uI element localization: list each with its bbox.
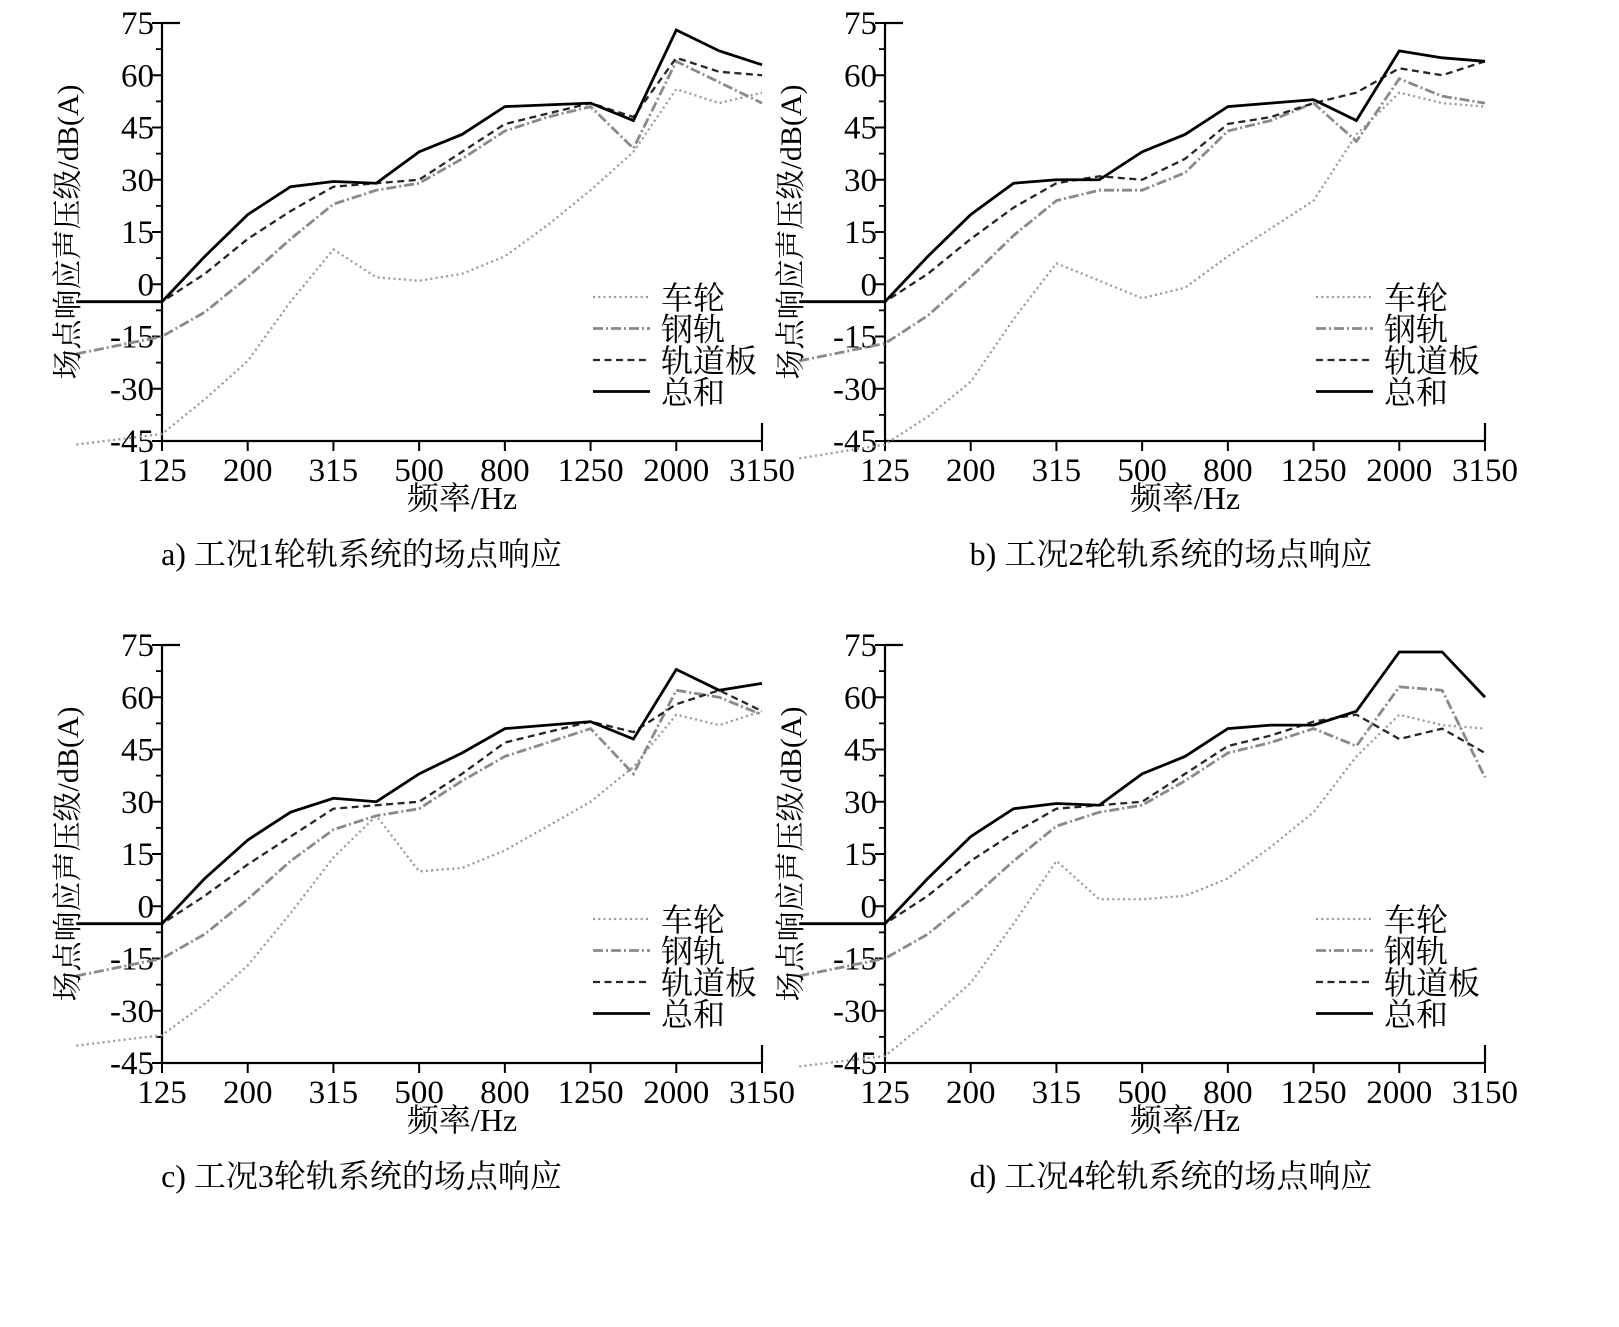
svg-text:125: 125 <box>860 1075 910 1111</box>
svg-text:-15: -15 <box>833 942 877 978</box>
svg-text:15: 15 <box>844 837 877 873</box>
svg-text:30: 30 <box>121 785 154 821</box>
svg-text:1250: 1250 <box>558 453 624 489</box>
svg-text:2000: 2000 <box>1366 453 1432 489</box>
svg-text:1250: 1250 <box>558 1075 624 1111</box>
svg-text:15: 15 <box>844 215 877 251</box>
svg-text:总和: 总和 <box>1384 997 1448 1033</box>
svg-text:-30: -30 <box>110 994 154 1030</box>
svg-text:频率/Hz: 频率/Hz <box>1130 480 1240 516</box>
svg-text:3150: 3150 <box>1452 1075 1518 1111</box>
svg-text:125: 125 <box>860 453 910 489</box>
svg-text:60: 60 <box>844 58 877 94</box>
svg-text:45: 45 <box>121 733 154 769</box>
svg-text:75: 75 <box>121 628 154 664</box>
svg-text:200: 200 <box>223 453 273 489</box>
svg-text:15: 15 <box>121 215 154 251</box>
svg-text:200: 200 <box>223 1075 273 1111</box>
svg-text:60: 60 <box>844 680 877 716</box>
svg-text:3150: 3150 <box>1452 453 1518 489</box>
svg-text:200: 200 <box>946 1075 996 1111</box>
svg-text:1250: 1250 <box>1281 1075 1347 1111</box>
svg-text:45: 45 <box>844 733 877 769</box>
svg-text:125: 125 <box>137 453 187 489</box>
svg-text:75: 75 <box>121 6 154 42</box>
svg-text:1250: 1250 <box>1281 453 1347 489</box>
svg-text:-30: -30 <box>833 994 877 1030</box>
svg-text:总和: 总和 <box>661 997 725 1033</box>
svg-text:30: 30 <box>844 163 877 199</box>
svg-text:-30: -30 <box>833 372 877 408</box>
svg-text:-15: -15 <box>110 942 154 978</box>
svg-text:315: 315 <box>309 453 359 489</box>
svg-text:60: 60 <box>121 58 154 94</box>
svg-text:30: 30 <box>121 163 154 199</box>
svg-text:45: 45 <box>844 111 877 147</box>
svg-text:315: 315 <box>309 1075 359 1111</box>
svg-text:315: 315 <box>1032 1075 1082 1111</box>
svg-text:场点响应声压级/dB(A): 场点响应声压级/dB(A) <box>775 85 808 380</box>
svg-text:45: 45 <box>121 111 154 147</box>
svg-text:-30: -30 <box>110 372 154 408</box>
svg-text:315: 315 <box>1032 453 1082 489</box>
svg-text:2000: 2000 <box>643 453 709 489</box>
svg-text:场点响应声压级/dB(A): 场点响应声压级/dB(A) <box>52 85 85 380</box>
svg-text:75: 75 <box>844 628 877 664</box>
svg-text:0: 0 <box>861 267 878 303</box>
svg-text:-15: -15 <box>110 320 154 356</box>
svg-text:总和: 总和 <box>1384 375 1448 411</box>
svg-text:0: 0 <box>138 889 155 925</box>
svg-text:30: 30 <box>844 785 877 821</box>
svg-text:0: 0 <box>138 267 155 303</box>
svg-text:2000: 2000 <box>1366 1075 1432 1111</box>
svg-text:频率/Hz: 频率/Hz <box>1130 1102 1240 1138</box>
svg-text:场点响应声压级/dB(A): 场点响应声压级/dB(A) <box>775 707 808 1002</box>
svg-text:场点响应声压级/dB(A): 场点响应声压级/dB(A) <box>52 707 85 1002</box>
svg-text:125: 125 <box>137 1075 187 1111</box>
svg-text:200: 200 <box>946 453 996 489</box>
svg-text:频率/Hz: 频率/Hz <box>407 1102 517 1138</box>
svg-text:75: 75 <box>844 6 877 42</box>
svg-text:总和: 总和 <box>661 375 725 411</box>
svg-text:60: 60 <box>121 680 154 716</box>
svg-text:0: 0 <box>861 889 878 925</box>
svg-text:频率/Hz: 频率/Hz <box>407 480 517 516</box>
svg-text:2000: 2000 <box>643 1075 709 1111</box>
svg-text:15: 15 <box>121 837 154 873</box>
